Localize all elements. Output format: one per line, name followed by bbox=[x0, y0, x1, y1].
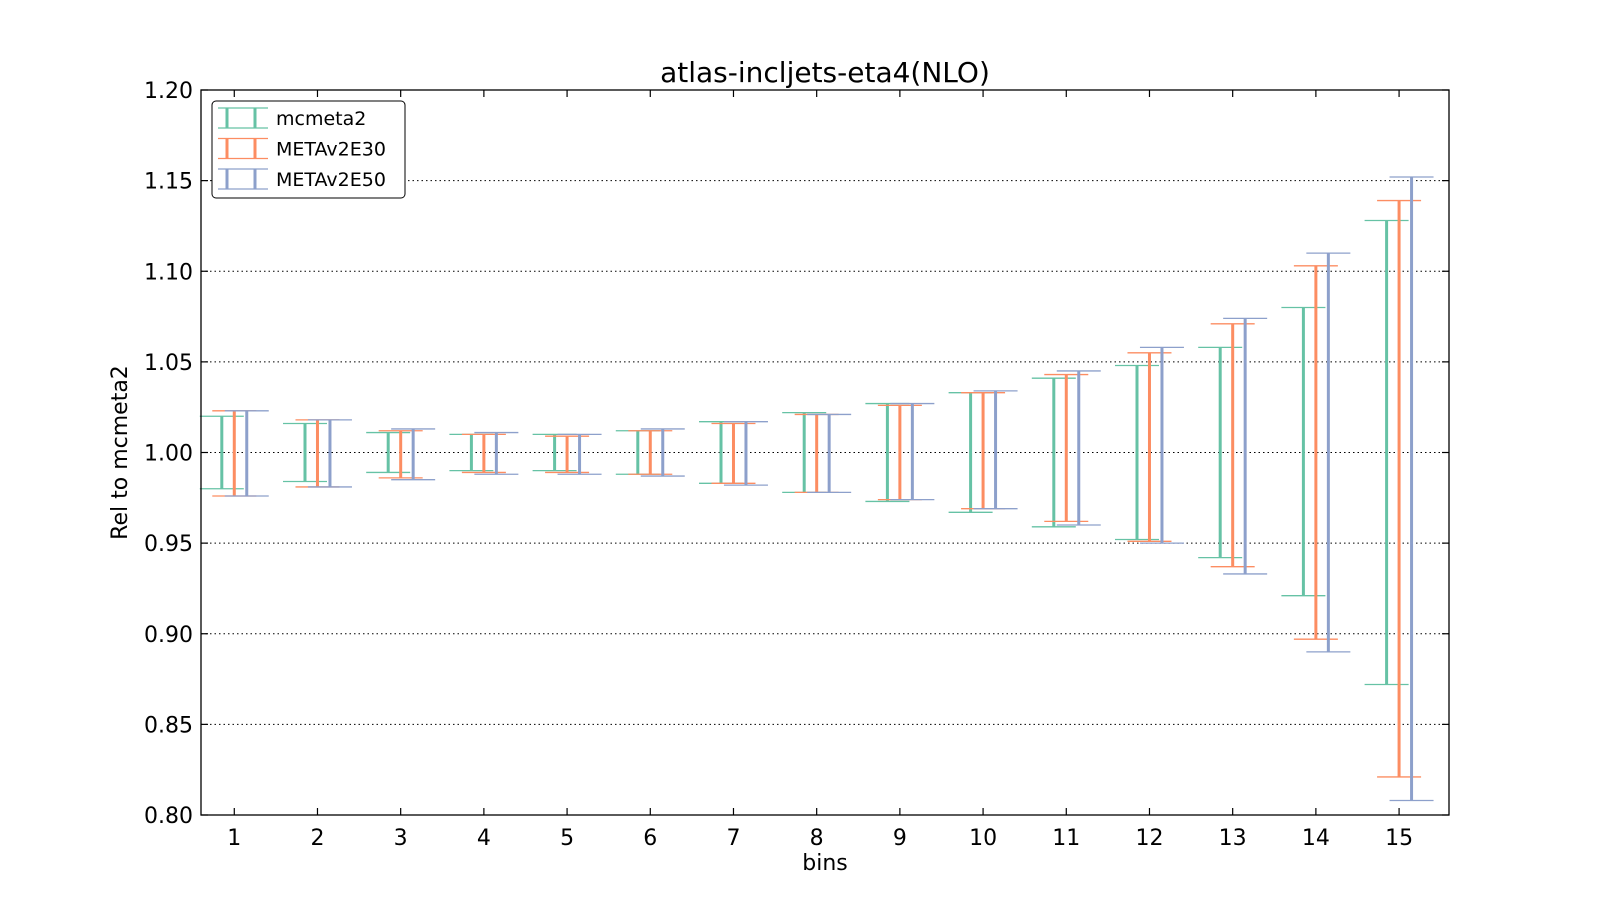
series-METAv2E50 bbox=[224, 176, 1434, 802]
error-bar bbox=[628, 430, 673, 475]
y-tick-label: 0.90 bbox=[144, 623, 193, 648]
error-bar bbox=[1044, 373, 1089, 523]
error-bar bbox=[1281, 306, 1326, 597]
error-bar bbox=[1377, 199, 1422, 778]
error-bar bbox=[1056, 370, 1101, 526]
y-tick-label: 0.85 bbox=[144, 713, 193, 738]
y-tick-label: 1.10 bbox=[144, 260, 193, 285]
y-tick-label: 1.00 bbox=[144, 442, 193, 467]
error-bar bbox=[973, 390, 1018, 510]
plot-data bbox=[199, 176, 1434, 802]
error-bar bbox=[557, 433, 602, 475]
x-tick-label: 3 bbox=[394, 826, 408, 851]
y-axis-title: Rel to mcmeta2 bbox=[108, 365, 133, 540]
x-tick-label: 10 bbox=[969, 826, 997, 851]
y-tick-label: 1.05 bbox=[144, 351, 193, 376]
legend-entry: mcmeta2 bbox=[218, 107, 366, 130]
legend-label: mcmeta2 bbox=[276, 108, 366, 130]
error-bar bbox=[545, 435, 590, 474]
error-bar bbox=[1293, 265, 1338, 640]
legend: mcmeta2 METAv2E30 METAv2E50 bbox=[211, 100, 406, 199]
legend-label: METAv2E30 bbox=[276, 139, 386, 161]
x-tick-label: 14 bbox=[1302, 826, 1330, 851]
x-axis-title: bins bbox=[802, 851, 847, 876]
error-bar bbox=[1223, 317, 1268, 575]
y-tick-label: 1.20 bbox=[144, 79, 193, 104]
error-bar bbox=[782, 411, 827, 494]
x-tick-label: 6 bbox=[643, 826, 657, 851]
x-tick-label: 1 bbox=[227, 826, 241, 851]
error-bar bbox=[1389, 176, 1434, 802]
x-tick-label: 9 bbox=[893, 826, 907, 851]
error-bar bbox=[615, 430, 660, 475]
error-bar bbox=[449, 433, 494, 472]
error-bar bbox=[794, 413, 839, 494]
x-axis-ticks: 1 2 3 4 5 6 7 8 9 10 11 12 13 14 15 bbox=[227, 90, 1413, 851]
x-tick-label: 12 bbox=[1135, 826, 1163, 851]
error-bar bbox=[366, 431, 411, 474]
error-bar bbox=[1198, 346, 1243, 559]
error-bar bbox=[890, 402, 935, 501]
error-bar bbox=[461, 433, 506, 474]
legend-box bbox=[211, 100, 406, 199]
error-bar bbox=[723, 421, 768, 486]
legend-entry: METAv2E30 bbox=[218, 137, 386, 161]
error-bar bbox=[1127, 352, 1172, 542]
error-bar bbox=[283, 422, 327, 483]
y-tick-label: 1.15 bbox=[144, 170, 193, 195]
error-bar bbox=[961, 392, 1006, 510]
error-bar bbox=[378, 430, 423, 479]
grid-lines bbox=[201, 180, 1449, 725]
error-bar bbox=[1031, 377, 1076, 528]
series-METAv2E30 bbox=[212, 199, 1422, 778]
x-tick-label: 7 bbox=[726, 826, 740, 851]
x-tick-label: 4 bbox=[477, 826, 491, 851]
x-tick-label: 15 bbox=[1385, 826, 1413, 851]
legend-entry: METAv2E50 bbox=[218, 168, 386, 191]
legend-label: METAv2E50 bbox=[276, 169, 386, 191]
x-tick-label: 2 bbox=[310, 826, 324, 851]
error-bar bbox=[1115, 364, 1159, 541]
x-tick-label: 13 bbox=[1219, 826, 1247, 851]
error-bar bbox=[1210, 323, 1255, 568]
y-axis-ticks: 0.80 0.85 0.90 0.95 1.00 1.05 1.10 1.15 1.20 bbox=[144, 79, 1449, 829]
error-bar bbox=[711, 422, 756, 484]
chart-title: atlas-incljets-eta4(NLO) bbox=[660, 56, 990, 89]
error-bar bbox=[807, 413, 852, 494]
y-tick-label: 0.95 bbox=[144, 532, 193, 557]
error-bar bbox=[1364, 219, 1409, 686]
error-bar bbox=[212, 410, 257, 497]
error-bar bbox=[474, 431, 519, 475]
error-bar bbox=[295, 419, 340, 488]
error-bar bbox=[877, 404, 922, 501]
error-bar bbox=[640, 428, 685, 477]
error-bar bbox=[307, 419, 352, 488]
error-bar bbox=[948, 392, 993, 513]
error-bar bbox=[1306, 252, 1351, 653]
x-tick-label: 8 bbox=[810, 826, 824, 851]
x-tick-label: 5 bbox=[560, 826, 574, 851]
y-tick-label: 0.80 bbox=[144, 804, 193, 829]
error-bar bbox=[224, 410, 269, 497]
series-mcmeta2 bbox=[199, 219, 1409, 686]
error-bar bbox=[391, 428, 436, 481]
error-bar bbox=[1139, 346, 1184, 544]
error-bar bbox=[199, 415, 244, 490]
x-tick-label: 11 bbox=[1052, 826, 1080, 851]
